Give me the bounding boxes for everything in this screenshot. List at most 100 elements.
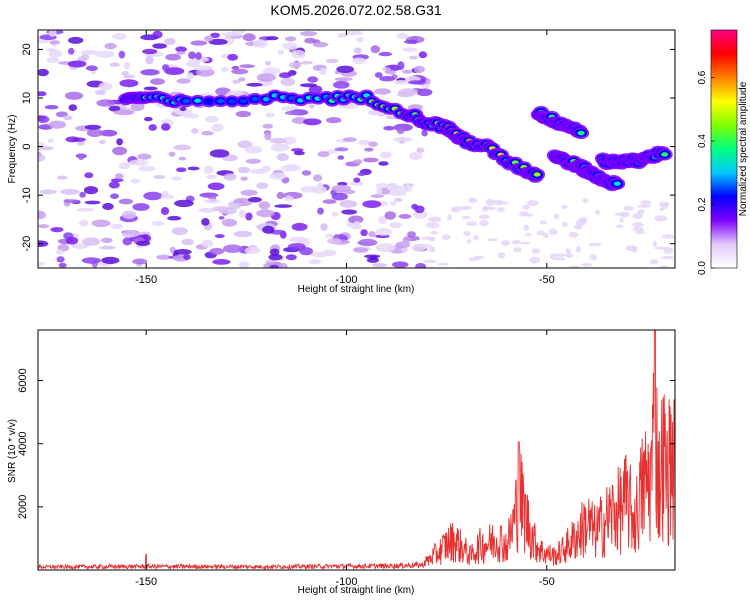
spectrogram-noise-blob	[113, 109, 134, 116]
spectrogram-noise-blob	[55, 111, 68, 118]
spectrogram-noise-blob	[280, 78, 296, 87]
spectrogram-noise-blob	[132, 203, 150, 211]
spectrogram-noise-blob	[239, 64, 256, 69]
spectrogram-noise-blob	[121, 71, 129, 76]
spectrogram-noise-blob	[136, 240, 151, 247]
spectrogram-noise-blob	[268, 253, 283, 261]
spectrogram-noise-blob	[404, 184, 413, 192]
spectrogram-noise-blob	[301, 170, 312, 176]
spectrogram-noise-blob	[112, 33, 127, 40]
spectrogram-noise-blob	[594, 209, 600, 215]
spectrogram-noise-blob	[240, 189, 258, 196]
spectrogram-noise-blob	[207, 182, 225, 191]
spectrogram-noise-blob	[396, 127, 405, 135]
spectrogram-noise-blob	[539, 220, 547, 225]
spectrogram-noise-blob	[175, 46, 188, 53]
spectrogram-noise-blob	[102, 202, 114, 211]
snr-series-line	[38, 330, 675, 570]
spectrogram-noise-blob	[38, 224, 50, 229]
spectrogram-noise-blob	[654, 246, 668, 250]
spectrogram-noise-blob	[116, 138, 123, 146]
spectrogram-noise-blob	[140, 69, 160, 76]
colorbar-frame	[710, 29, 738, 269]
spectrogram-noise-blob	[300, 186, 317, 193]
spectrogram-noise-blob	[94, 89, 106, 96]
snr-x-label: Height of straight line (km)	[298, 585, 415, 596]
spectrogram-noise-blob	[60, 188, 80, 195]
spectrogram-noise-blob	[276, 191, 285, 200]
spectrogram-noise-blob	[393, 136, 413, 143]
snr-panel: -150 -100 -50 2000 4000 6000 Height of strai…	[7, 329, 676, 596]
spectrogram-noise-blob	[39, 189, 57, 195]
spectrogram-noise-blob	[261, 165, 272, 172]
spectrogram-noise-blob	[46, 47, 57, 52]
spectrogram-noise-blob	[98, 82, 113, 91]
colorbar-label: Normalized spectral amplitude	[738, 81, 749, 216]
spectrogram-noise-blob	[413, 65, 425, 74]
spectrogram-noise-blob	[121, 210, 137, 219]
spectrogram-noise-blob	[524, 233, 532, 237]
spectrogram-noise-blob	[632, 245, 638, 253]
spectrogram-noise-blob	[101, 256, 120, 264]
snr-x-tick-label: -100	[335, 576, 357, 588]
spectrogram-noise-blob	[317, 207, 324, 215]
spectrogram-noise-blob	[277, 50, 285, 55]
spectrogram-noise-blob	[376, 186, 383, 196]
spectrogram-noise-blob	[38, 240, 49, 247]
spectrogram-noise-blob	[468, 257, 480, 262]
spectrogram-noise-blob	[86, 65, 98, 71]
spectrogram-noise-blob	[548, 228, 558, 235]
spectrogram-noise-blob	[447, 214, 452, 221]
spectrogram-noise-blob	[193, 65, 213, 71]
spectrogram-noise-blob	[378, 51, 392, 57]
spectrogram-noise-blob	[389, 222, 403, 229]
spectrogram-noise-blob	[262, 67, 281, 75]
spectrogram-noise-blob	[659, 207, 665, 212]
spectrogram-noise-blob	[182, 113, 200, 119]
spectrogram-noise-blob	[82, 237, 101, 246]
spectrogram-noise-blob	[164, 37, 176, 45]
spectrogram-noise-blob	[326, 117, 342, 124]
spectrogram-noise-blob	[343, 30, 364, 36]
spectrogram-noise-blob	[176, 51, 186, 55]
spectrogram-noise-blob	[637, 204, 652, 208]
spectrogram-noise-blob	[238, 261, 250, 268]
spectrogram-noise-blob	[402, 47, 418, 53]
spectrogram-noise-blob	[68, 36, 84, 44]
spectrogram-noise-blob	[143, 191, 163, 201]
snr-frame	[37, 329, 676, 571]
spectrogram-noise-blob	[536, 230, 545, 236]
spectrogram-noise-blob	[375, 228, 392, 236]
spectrogram-noise-blob	[176, 78, 191, 84]
spectrogram-noise-blob	[38, 68, 49, 77]
spectrogram-ridge	[118, 89, 546, 183]
spectrogram-noise-blob	[242, 33, 256, 42]
spectrogram-noise-blob	[153, 175, 166, 179]
spectrogram-noise-blob	[151, 221, 165, 226]
snr-y-tick-label: 4000	[17, 431, 29, 455]
ridge-core	[205, 99, 213, 104]
spectrogram-noise-blob	[522, 204, 530, 210]
spectrogram-noise-blob	[418, 51, 428, 59]
spectrogram-noise-blob	[526, 200, 539, 206]
spectrogram-noise-blob	[235, 110, 252, 118]
spectrogram-noise-blob	[164, 67, 185, 75]
spectrogram-noise-blob	[276, 153, 289, 162]
spectrogram-noise-blob	[550, 253, 557, 260]
spectrogram-noise-blob	[86, 128, 103, 138]
spectrogram-noise-blob	[201, 218, 210, 226]
spectrogram-noise-blob	[575, 246, 582, 253]
spectrogram-noise-blob	[660, 255, 675, 260]
spectrogram-noise-blob	[466, 239, 472, 244]
spectrogram-noise-blob	[363, 157, 379, 163]
spectrogram-x-label: Height of straight line (km)	[298, 284, 415, 295]
spectrogram-noise-blob	[513, 247, 522, 253]
spectrogram-noise-blob	[468, 197, 478, 204]
spectrogram-noise-blob	[409, 152, 423, 161]
spectrogram-noise-blob	[384, 211, 396, 220]
spectrogram-noise-blob	[148, 124, 157, 131]
spectrogram-noise-blob	[167, 215, 182, 221]
spectrogram-noise-blob	[81, 257, 101, 264]
spectrogram-noise-blob	[227, 53, 239, 61]
spectrogram-noise-blob	[181, 238, 194, 246]
